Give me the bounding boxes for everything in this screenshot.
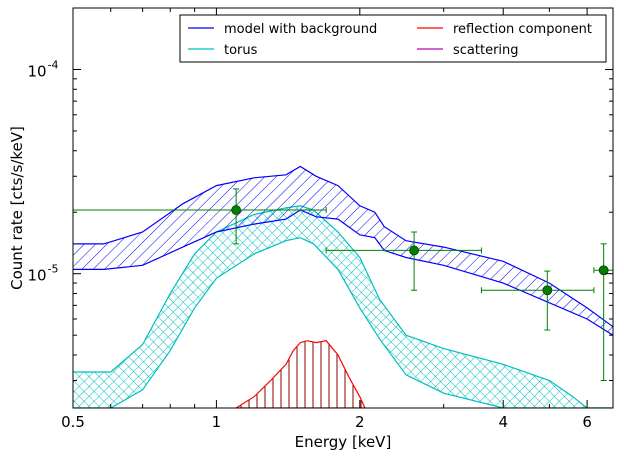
band-upper-reflection-component [235,340,366,408]
x-tick-label-3: 4 [498,413,508,431]
y-tick-label-0: 10-5 [27,263,58,285]
band-fill-model-with-background [73,166,613,336]
band-fill-reflection-component [236,340,365,408]
y-tick-label-exponent-1: -4 [48,58,59,71]
y-tick-label-1: 10-4 [27,58,58,80]
data-point-2 [542,285,553,296]
band-lower-torus [73,237,613,408]
x-tick-label-4: 6 [582,413,592,431]
data-points-layer [73,188,613,381]
x-tick-label-1: 1 [212,413,222,431]
x-axis-label: Energy [keV] [295,433,392,451]
x-tick-label-2: 2 [355,413,365,431]
legend-label-scattering: scattering [453,43,519,58]
legend-label-reflection: reflection component [453,22,592,37]
legend-box [179,14,607,63]
y-tick-label-exponent-0: -5 [48,263,59,276]
x-tick-label-0: 0.5 [61,413,85,431]
data-point-1 [409,245,419,256]
ticks-layer: 0.5 1 2 4 6 10-5 10-4 [27,8,613,431]
band-lower-model-with-background [73,209,613,336]
data-point-0 [231,205,242,215]
legend-label-model: model with background [224,22,377,37]
legend: model with background reflection compone… [179,14,607,63]
bands-layer [73,165,613,408]
data-point-3 [598,265,609,276]
band-upper-model-with-background [73,165,613,328]
band-fill-torus [73,205,613,408]
legend-label-torus: torus [224,43,258,58]
plot-frame [72,7,614,409]
y-axis-label: Count rate [cts/s/keV] [8,126,26,290]
